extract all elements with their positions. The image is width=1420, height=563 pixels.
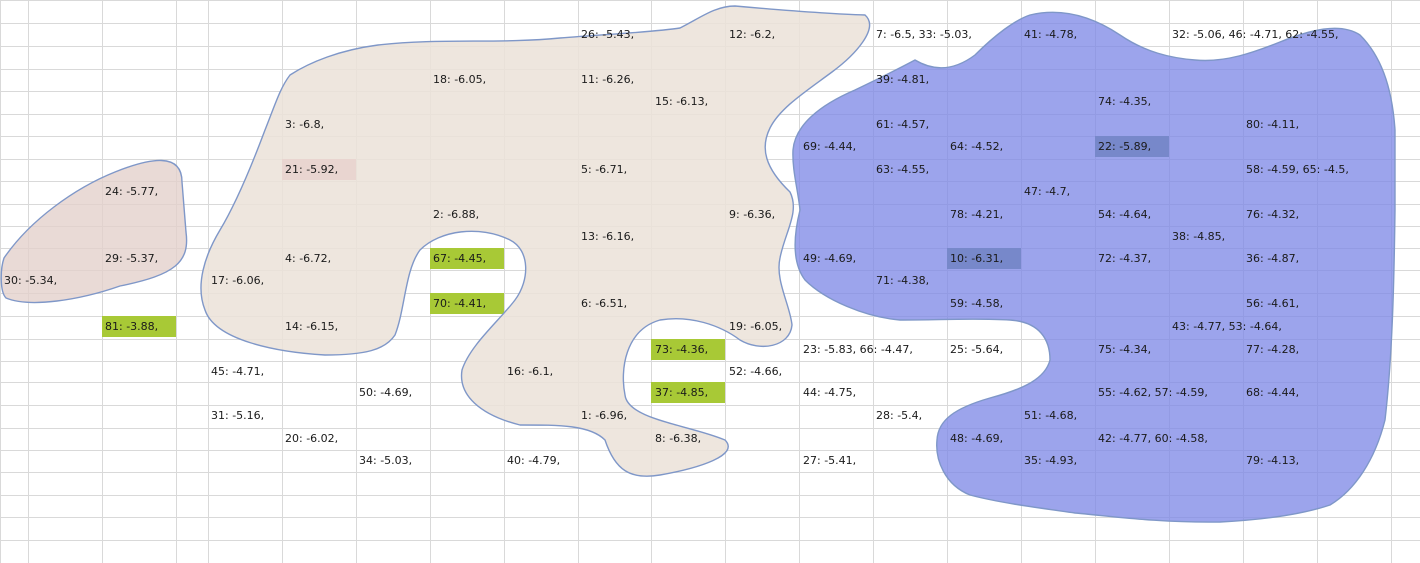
cell-label: 35: -4.93, — [1024, 454, 1078, 467]
cell-label: 34: -5.03, — [359, 454, 413, 467]
cell-label: 50: -4.69, — [359, 386, 413, 399]
cell-label: 56: -4.61, — [1246, 297, 1300, 310]
cell-label: 51: -4.68, — [1024, 409, 1078, 422]
cell-label: 39: -4.81, — [876, 73, 930, 86]
highlight-cell-81[interactable] — [102, 316, 176, 337]
cell-label: 58: -4.59, 65: -4.5, — [1246, 163, 1349, 176]
highlight-cell-70[interactable] — [430, 293, 504, 314]
cell-label: 3: -6.8, — [285, 118, 325, 131]
cell-label: 32: -5.06, 46: -4.71, 62: -4.55, — [1172, 28, 1339, 41]
cell-label: 16: -6.1, — [507, 365, 554, 378]
region-blue — [792, 11, 1396, 523]
highlight-cell-73[interactable] — [651, 339, 725, 360]
cell-label: 67: -4.45, — [433, 252, 487, 265]
region-beige — [200, 5, 871, 477]
cell-label: 76: -4.32, — [1246, 208, 1300, 221]
cell-label: 74: -4.35, — [1098, 95, 1152, 108]
cell-label: 14: -6.15, — [285, 320, 339, 333]
cell-label: 63: -4.55, — [876, 163, 930, 176]
cell-label: 8: -6.38, — [655, 432, 702, 445]
cell-label: 72: -4.37, — [1098, 252, 1152, 265]
cell-label: 13: -6.16, — [581, 230, 635, 243]
cell-label: 20: -6.02, — [285, 432, 339, 445]
cell-label: 36: -4.87, — [1246, 252, 1300, 265]
cell-label: 31: -5.16, — [211, 409, 265, 422]
cell-label: 54: -4.64, — [1098, 208, 1152, 221]
cell-label: 41: -4.78, — [1024, 28, 1078, 41]
cell-label: 4: -6.72, — [285, 252, 332, 265]
cell-label: 17: -6.06, — [211, 274, 265, 287]
cell-label: 22: -5.89, — [1098, 140, 1152, 153]
cell-label: 1: -6.96, — [581, 409, 628, 422]
cell-label: 18: -6.05, — [433, 73, 487, 86]
cell-label: 26: -5.43, — [581, 28, 635, 41]
highlight-cell-67[interactable] — [430, 248, 504, 269]
cell-label: 48: -4.69, — [950, 432, 1004, 445]
cell-label: 47: -4.7, — [1024, 185, 1071, 198]
cell-label: 27: -5.41, — [803, 454, 857, 467]
cell-label: 38: -4.85, — [1172, 230, 1226, 243]
cell-label: 15: -6.13, — [655, 95, 709, 108]
cell-label: 49: -4.69, — [803, 252, 857, 265]
highlight-cell-37[interactable] — [651, 382, 725, 403]
cell-label: 79: -4.13, — [1246, 454, 1300, 467]
cell-label: 45: -4.71, — [211, 365, 265, 378]
cell-label: 44: -4.75, — [803, 386, 857, 399]
cell-label: 10: -6.31, — [950, 252, 1004, 265]
cell-label: 64: -4.52, — [950, 140, 1004, 153]
cell-label: 24: -5.77, — [105, 185, 159, 198]
cell-label: 29: -5.37, — [105, 252, 159, 265]
cell-label: 80: -4.11, — [1246, 118, 1300, 131]
cell-label: 23: -5.83, 66: -4.47, — [803, 343, 913, 356]
cell-label: 77: -4.28, — [1246, 343, 1300, 356]
cell-label: 40: -4.79, — [507, 454, 561, 467]
cell-label: 55: -4.62, 57: -4.59, — [1098, 386, 1208, 399]
cell-label: 37: -4.85, — [655, 386, 709, 399]
cell-label: 9: -6.36, — [729, 208, 776, 221]
cell-label: 68: -4.44, — [1246, 386, 1300, 399]
cell-label: 7: -6.5, 33: -5.03, — [876, 28, 972, 41]
cell-label: 30: -5.34, — [4, 274, 58, 287]
cell-label: 5: -6.71, — [581, 163, 628, 176]
cell-label: 61: -4.57, — [876, 118, 930, 131]
cell-label: 59: -4.58, — [950, 297, 1004, 310]
cell-label: 12: -6.2, — [729, 28, 776, 41]
cell-label: 28: -5.4, — [876, 409, 923, 422]
cell-label: 6: -6.51, — [581, 297, 628, 310]
cell-label: 21: -5.92, — [285, 163, 339, 176]
cell-label: 52: -4.66, — [729, 365, 783, 378]
cell-label: 75: -4.34, — [1098, 343, 1152, 356]
cell-label: 73: -4.36, — [655, 343, 709, 356]
cell-label: 25: -5.64, — [950, 343, 1004, 356]
cell-label: 69: -4.44, — [803, 140, 857, 153]
cell-label: 42: -4.77, 60: -4.58, — [1098, 432, 1208, 445]
cell-label: 43: -4.77, 53: -4.64, — [1172, 320, 1282, 333]
cell-label: 81: -3.88, — [105, 320, 159, 333]
cell-label: 2: -6.88, — [433, 208, 480, 221]
cell-label: 11: -6.26, — [581, 73, 635, 86]
cell-label: 71: -4.38, — [876, 274, 930, 287]
cell-label: 19: -6.05, — [729, 320, 783, 333]
cell-label: 78: -4.21, — [950, 208, 1004, 221]
cell-label: 70: -4.41, — [433, 297, 487, 310]
region-pink — [0, 159, 188, 304]
